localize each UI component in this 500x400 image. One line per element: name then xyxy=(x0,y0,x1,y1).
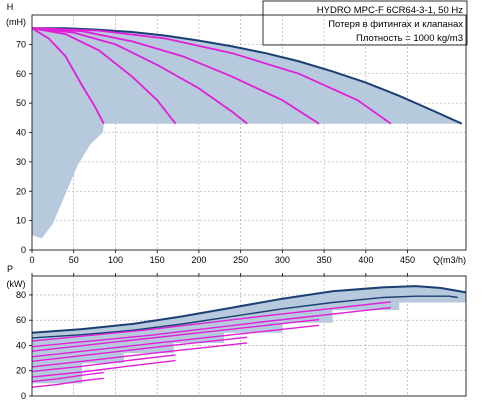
head-ytick-label: 20 xyxy=(16,186,26,196)
power-ylabel-unit: (kW) xyxy=(7,279,26,289)
power-ylabel-symbol: P xyxy=(7,264,13,274)
head-ytick-label: 40 xyxy=(16,128,26,138)
power-pump-curve-5 xyxy=(31,306,391,348)
power-max-curve xyxy=(31,285,467,334)
power-ytick-label: 0 xyxy=(21,391,26,400)
head-pump-curve-1 xyxy=(31,27,105,125)
info-box: HYDRO MPC-F 6CR64-3-1, 50 Hz Потеря в фи… xyxy=(262,0,468,46)
head-ytick-label: 30 xyxy=(16,157,26,167)
power-pump-curve-upper-1 xyxy=(31,371,104,383)
head-xtick-label: 300 xyxy=(275,255,290,265)
head-xtick-label: 400 xyxy=(358,255,373,265)
power-plot: 0 20 40 60 80 P (kW) xyxy=(7,264,467,400)
head-xtick-label: 100 xyxy=(108,255,123,265)
head-pump-curve-4 xyxy=(31,27,320,125)
head-pump-curve-3 xyxy=(31,27,248,125)
head-ytick-label: 0 xyxy=(21,245,26,255)
head-ytick-label: 70 xyxy=(16,39,26,49)
power-pump-curve-upper-4 xyxy=(31,318,320,352)
info-line-density: Плотность = 1000 kg/m3 xyxy=(356,33,463,44)
head-ylabel-symbol: H xyxy=(7,2,14,12)
info-line-losses: Потеря в фитингах и клапанах xyxy=(328,19,463,30)
head-xtick-label: 250 xyxy=(233,255,248,265)
head-ylabel-unit: (mH) xyxy=(6,17,26,27)
head-xtick-label: 50 xyxy=(69,255,79,265)
head-xtick-label: 450 xyxy=(400,255,415,265)
power-ytick-label: 80 xyxy=(16,290,26,300)
head-operating-area xyxy=(32,28,462,239)
power-pump-curve-4 xyxy=(31,324,320,358)
power-pump-curve-upper-3 xyxy=(31,336,248,362)
head-max-curve xyxy=(32,27,463,125)
head-xtick-label: 350 xyxy=(317,255,332,265)
power-ytick-label: 60 xyxy=(16,315,26,325)
head-ytick-label: 10 xyxy=(16,216,26,226)
power-ytick-label: 40 xyxy=(16,340,26,350)
power-pump-curve-upper-5 xyxy=(31,301,391,342)
head-plot: 0 10 20 30 40 50 60 70 0 50 100 150 200 250 300 350 400 4… xyxy=(6,2,467,265)
power-pump-curve-1 xyxy=(31,377,104,388)
power-pump-curve-3 xyxy=(31,342,248,368)
power-pump-curve-upper-2 xyxy=(31,354,176,373)
head-ytick-label: 50 xyxy=(16,98,26,108)
head-xtick-label: 150 xyxy=(150,255,165,265)
power-ytick-label: 20 xyxy=(16,366,26,376)
head-pump-curve-2 xyxy=(31,27,177,125)
head-xtick-label: 200 xyxy=(191,255,206,265)
info-box-frame xyxy=(262,0,468,46)
power-plot-frame xyxy=(31,275,467,397)
info-line-title: HYDRO MPC-F 6CR64-3-1, 50 Hz xyxy=(317,5,463,16)
head-xtick-label: 0 xyxy=(29,255,34,265)
power-lower-curve xyxy=(31,295,458,339)
head-pump-curve-5 xyxy=(31,27,392,125)
power-pump-curve-2 xyxy=(31,359,176,378)
head-xlabel: Q(m3/h) xyxy=(433,255,466,265)
head-ytick-label: 60 xyxy=(16,69,26,79)
